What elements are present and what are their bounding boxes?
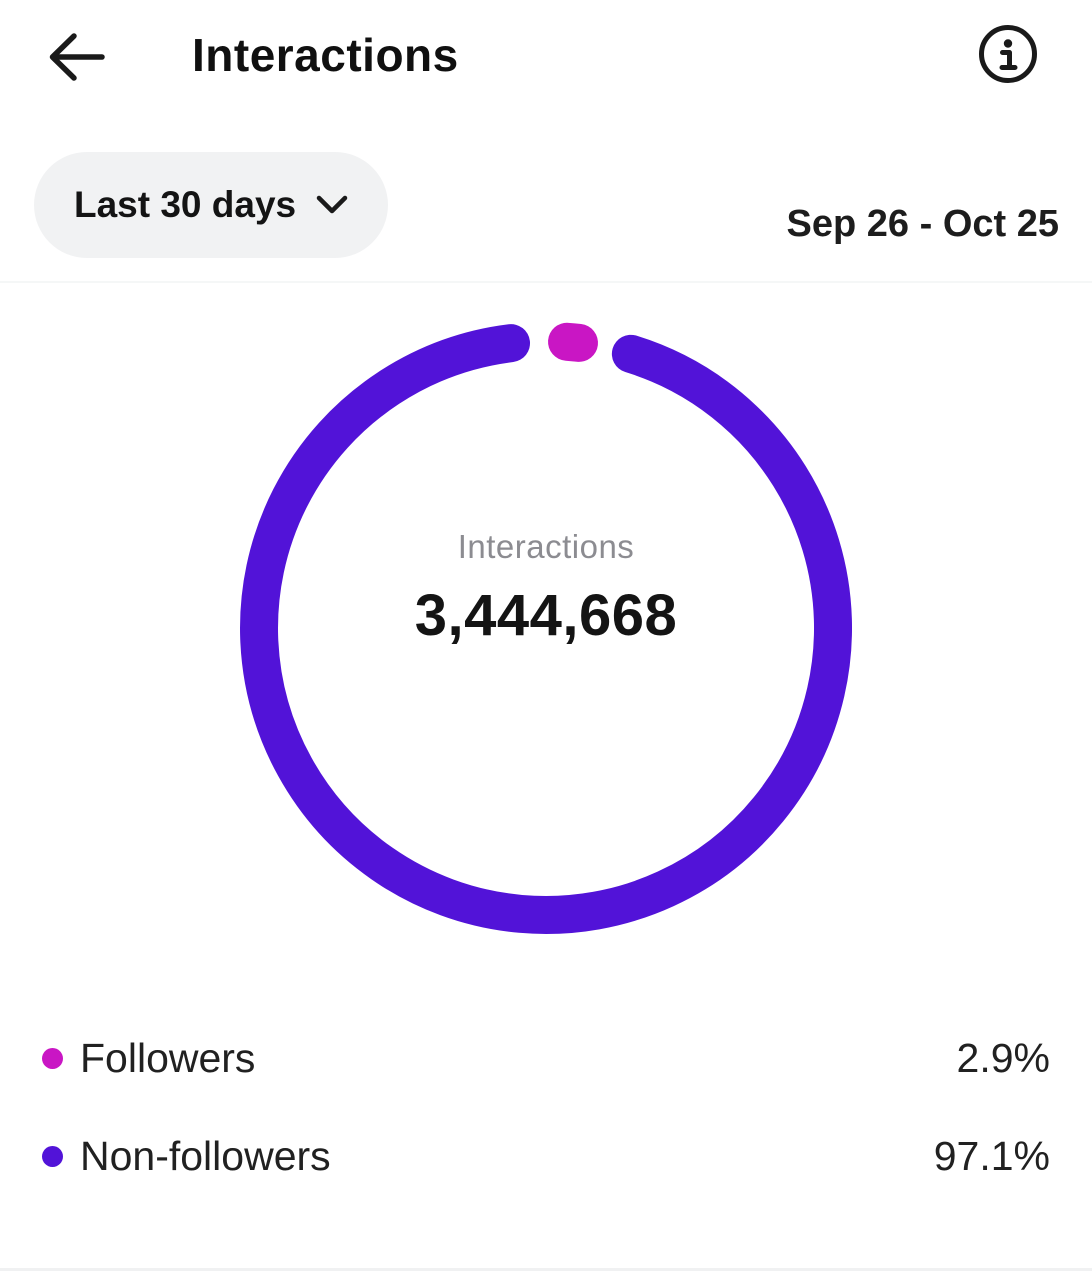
donut-center-value: 3,444,668	[414, 583, 678, 648]
page-title: Interactions	[192, 29, 459, 81]
header-divider	[0, 281, 1092, 283]
legend-value-followers: 2.9%	[956, 1034, 1050, 1081]
followers-dot-icon	[42, 1047, 63, 1069]
bottom-divider	[0, 1268, 1092, 1271]
legend-row-followers: Followers 2.9%	[0, 1031, 1092, 1085]
period-selector-label: Last 30 days	[74, 184, 297, 225]
chevron-down-icon	[316, 195, 348, 214]
donut-slice-non-followers	[240, 324, 853, 934]
legend-label-followers: Followers	[80, 1034, 256, 1081]
info-circle-icon	[979, 25, 1037, 83]
back-button[interactable]	[36, 22, 120, 92]
arrow-left-icon	[49, 33, 105, 81]
donut-slice-followers	[548, 322, 598, 362]
date-range: Sep 26 - Oct 25	[786, 203, 1059, 245]
legend-value-non-followers: 97.1%	[933, 1132, 1050, 1179]
donut-center-label: Interactions	[457, 528, 635, 565]
non-followers-dot-icon	[42, 1145, 63, 1167]
legend-row-non-followers: Non-followers 97.1%	[0, 1129, 1092, 1183]
donut-chart	[236, 318, 856, 938]
legend-label-non-followers: Non-followers	[80, 1132, 331, 1179]
period-selector[interactable]: Last 30 days	[34, 152, 389, 258]
info-button[interactable]	[974, 20, 1042, 88]
